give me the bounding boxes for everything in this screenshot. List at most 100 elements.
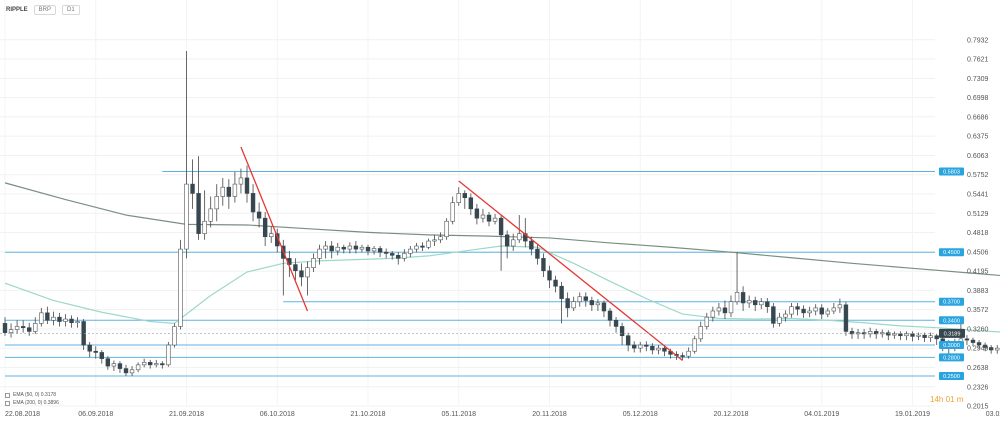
candle-body: [892, 333, 897, 336]
candle-body: [529, 240, 534, 250]
candle-body: [886, 332, 891, 336]
candle-body: [504, 234, 510, 247]
candle-body: [2, 323, 8, 333]
candle-body: [160, 363, 165, 366]
candle-body: [438, 236, 443, 241]
candle-body: [87, 344, 92, 352]
candle-body: [456, 193, 461, 203]
candle-body: [480, 214, 486, 219]
candle-body: [450, 202, 455, 222]
x-tick-label: 22.08.2018: [5, 411, 40, 418]
y-tick-label: 0.3260: [967, 326, 989, 333]
candle-body: [69, 318, 74, 324]
candle-body: [728, 301, 734, 314]
y-tick-label: 0.3883: [967, 288, 989, 295]
y-tick-label: 0.2015: [967, 404, 989, 411]
trend-line: [458, 180, 684, 362]
y-tick-label: 0.7932: [967, 37, 989, 44]
x-tick-label: 06.09.2018: [78, 411, 113, 418]
level-tag-label: 0.3700: [943, 300, 960, 306]
candle-body: [148, 362, 153, 366]
candle-body: [849, 331, 855, 335]
candle-body: [746, 300, 752, 304]
level-tag-label: 0.2800: [943, 355, 960, 361]
candle-body: [250, 193, 256, 213]
candle-body: [208, 208, 213, 222]
legend-ema50[interactable]: EMA (50, 0) 0.3178: [5, 391, 59, 399]
candle-body: [928, 335, 933, 338]
candle-body: [154, 363, 159, 366]
instrument-symbol: RIPPLE: [6, 7, 28, 13]
candle-body: [547, 270, 552, 281]
candle-body: [813, 307, 818, 312]
trend-line: [240, 146, 309, 312]
x-axis: 22.08.2018 06.09.2018 21.09.2018 06.10.2018…: [5, 411, 1000, 418]
candle-body: [825, 310, 831, 315]
candle-body: [238, 177, 244, 185]
candle-body: [789, 306, 794, 315]
candle-body: [335, 246, 340, 252]
x-tick-label: 19.01.2019: [895, 411, 930, 418]
interval-selector[interactable]: D1: [62, 5, 80, 15]
candle-body: [583, 296, 589, 301]
candle-body: [771, 306, 776, 324]
candle-body: [692, 338, 697, 352]
candle-body: [359, 246, 365, 250]
candle-body: [371, 248, 377, 252]
candle-body: [8, 329, 14, 333]
candle-body: [843, 304, 849, 332]
candle-body: [910, 333, 915, 337]
candle-body: [698, 326, 703, 340]
candle-body: [220, 186, 225, 197]
candle-body: [710, 310, 716, 318]
y-tick-label: 0.6686: [967, 114, 989, 121]
candle-body: [299, 270, 304, 278]
y-tick-label: 0.4506: [967, 249, 989, 256]
candle-body: [904, 333, 909, 337]
candle-body: [565, 298, 570, 309]
candle-body: [801, 308, 806, 314]
legend-ema200[interactable]: EMA (200, 0) 0.3896: [5, 399, 59, 407]
candle-body: [922, 334, 927, 338]
level-tag: [939, 353, 964, 362]
candle-body: [111, 363, 117, 367]
level-tag: [939, 167, 964, 176]
y-tick-label: 0.3572: [967, 307, 989, 314]
y-tick-label: 0.4818: [967, 230, 989, 237]
price-tags: 0.5803 0.4500 0.3700 0.3400 0.3000 0.2800 0.25…: [0, 167, 965, 380]
level-tag: [939, 248, 964, 257]
candle-body: [305, 267, 310, 278]
candle-body: [873, 331, 879, 335]
legend-checkbox-icon[interactable]: [5, 392, 10, 398]
candle-body: [807, 310, 812, 314]
candle-body: [559, 285, 564, 299]
candle-body: [166, 344, 171, 366]
candle-body: [432, 239, 437, 242]
candle-body: [837, 304, 843, 309]
candle-body: [777, 316, 782, 324]
candle-body: [33, 323, 38, 332]
y-tick-label: 0.7621: [967, 57, 989, 64]
candle-body: [589, 300, 595, 306]
candle-body: [408, 248, 413, 254]
candle-body: [510, 239, 516, 247]
candle-body: [607, 310, 613, 321]
y-tick-label: 0.6063: [967, 153, 989, 160]
candle-body: [613, 319, 619, 327]
level-tag-label: 0.3400: [943, 318, 960, 324]
candle-body: [631, 344, 637, 349]
candle-body: [402, 253, 407, 259]
candle-body: [638, 344, 643, 349]
legend-ema200-label: EMA (200, 0) 0.3896: [13, 400, 59, 406]
candle-body: [135, 364, 141, 371]
candle-body: [704, 316, 710, 327]
price-type-selector[interactable]: BRP: [33, 5, 57, 15]
candle-body: [262, 217, 268, 238]
legend-checkbox-icon[interactable]: [5, 400, 10, 406]
candle-body: [716, 307, 722, 312]
candle-body: [492, 217, 498, 222]
y-tick-label: 0.6375: [967, 134, 989, 141]
current-price-tag: [939, 328, 965, 338]
